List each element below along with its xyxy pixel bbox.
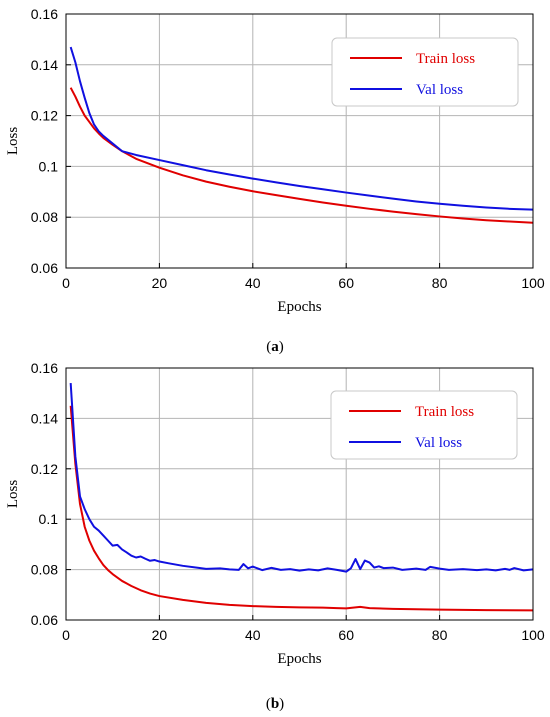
- x-tick-label: 100: [521, 275, 545, 291]
- legend-label: Train loss: [416, 51, 475, 67]
- y-tick-label: 0.14: [31, 410, 58, 426]
- y-tick-label: 0.08: [31, 209, 58, 225]
- x-tick-label: 80: [432, 627, 448, 643]
- legend-label: Val loss: [416, 82, 463, 98]
- y-tick-label: 0.1: [39, 158, 59, 174]
- plot-frame: [65, 367, 534, 621]
- legend-label: Train loss: [415, 404, 474, 420]
- caption-a: (a): [266, 339, 284, 355]
- y-axis-label: Loss: [5, 127, 21, 156]
- y-tick-label: 0.06: [31, 612, 58, 628]
- x-tick-label: 0: [62, 275, 70, 291]
- y-tick-label: 0.14: [31, 57, 58, 73]
- y-tick-label: 0.16: [31, 360, 58, 376]
- y-tick-label: 0.12: [31, 461, 58, 477]
- caption-b-letter: b: [270, 696, 280, 712]
- x-tick-label: 60: [338, 275, 354, 291]
- y-tick-label: 0.08: [31, 562, 58, 578]
- series-line-val-loss: [69, 46, 534, 211]
- x-tick-label: 60: [338, 627, 354, 643]
- series-line-train-loss: [69, 87, 534, 224]
- series-line-val-loss: [69, 383, 534, 573]
- x-axis-label: Epochs: [277, 651, 321, 667]
- y-tick-label: 0.06: [31, 260, 58, 276]
- x-tick-label: 40: [245, 275, 261, 291]
- chart-panel-a: 0 20 40 60 80 100 0.06 0.08 0.1 0.12 0.14 0.16 Epoch…: [0, 0, 550, 358]
- plot-frame: [65, 13, 534, 269]
- x-tick-label: 20: [152, 627, 168, 643]
- loss-chart-a: 0 20 40 60 80 100 0.06 0.08 0.1 0.12 0.14 0.16 Epoch…: [5, 6, 545, 315]
- x-tick-label: 100: [521, 627, 545, 643]
- x-tick-label: 80: [432, 275, 448, 291]
- x-tick-label: 40: [245, 627, 261, 643]
- legend-label: Val loss: [415, 435, 462, 451]
- chart-panel-b: 0 20 40 60 80 100 0.06 0.08 0.1 0.12 0.14 0.16 Epoch…: [0, 358, 550, 716]
- x-tick-label: 0: [62, 627, 70, 643]
- loss-chart-b: 0 20 40 60 80 100 0.06 0.08 0.1 0.12 0.14 0.16 Epoch…: [5, 360, 545, 667]
- caption-a-letter: a: [271, 339, 279, 355]
- x-tick-label: 20: [152, 275, 168, 291]
- y-tick-label: 0.1: [39, 511, 59, 527]
- y-axis-label: Loss: [5, 480, 21, 509]
- x-axis-label: Epochs: [277, 299, 321, 315]
- series-line-train-loss: [69, 405, 534, 612]
- y-tick-label: 0.16: [31, 6, 58, 22]
- caption-b: (b): [265, 696, 285, 712]
- y-tick-label: 0.12: [31, 108, 58, 124]
